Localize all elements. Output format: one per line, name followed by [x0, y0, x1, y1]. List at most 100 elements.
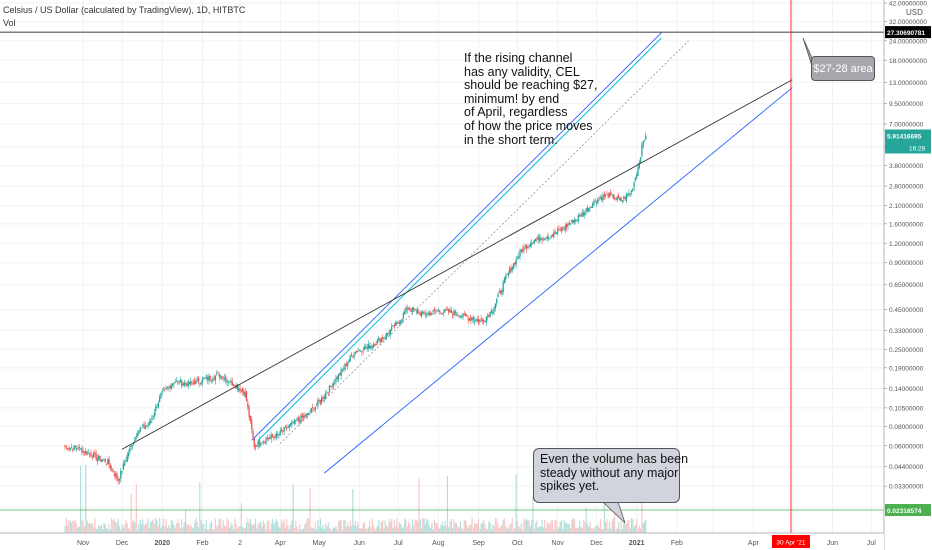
volume-bar: [164, 526, 166, 533]
candle-body: [426, 314, 428, 316]
candle-body: [367, 344, 370, 349]
volume-bar: [462, 528, 464, 533]
candle-body: [190, 381, 192, 385]
volume-bar: [192, 528, 194, 533]
candle-body: [148, 421, 150, 426]
volume-bar: [533, 528, 535, 533]
volume-bar: [208, 528, 210, 533]
volume-bar: [340, 520, 342, 533]
target-callout[interactable]: $27-28 area: [811, 56, 875, 81]
volume-bar: [83, 526, 86, 533]
candle-body: [319, 399, 322, 403]
volume-bar: [264, 523, 266, 533]
candle-body: [506, 274, 508, 275]
candle-body: [297, 417, 300, 421]
candle-body: [378, 338, 380, 341]
volume-bar: [497, 524, 499, 533]
candle-body: [235, 385, 237, 389]
price-tick-label: 1.60000000: [889, 221, 924, 228]
volume-bar: [73, 521, 75, 533]
candle-body: [448, 308, 450, 313]
last-price-badge-bg: [885, 129, 931, 142]
candle-body: [101, 459, 104, 462]
candle-body: [348, 360, 350, 363]
volume-bar: [590, 527, 592, 533]
candle-body: [510, 267, 512, 272]
volume-bar: [242, 526, 244, 533]
volume-bar: [499, 526, 502, 533]
candle-body: [397, 322, 399, 324]
volume-bar: [523, 518, 525, 533]
candle-body: [302, 416, 305, 418]
candle-body: [315, 404, 318, 406]
volume-bar: [236, 528, 239, 533]
volume-bar: [502, 520, 504, 533]
volume-bar: [385, 525, 388, 533]
candle-body: [108, 459, 110, 465]
candle-body: [566, 223, 568, 228]
candle-body: [187, 380, 189, 387]
volume-bar: [148, 527, 150, 533]
volume-bar: [496, 519, 498, 533]
candle-body: [330, 386, 332, 387]
candle-body: [318, 399, 320, 401]
candle-body: [81, 448, 83, 453]
candle-body: [639, 157, 642, 163]
candle-body: [328, 385, 331, 393]
candle-body: [479, 319, 481, 323]
candle-body: [197, 377, 200, 383]
volume-bar: [429, 527, 432, 533]
candle-body: [374, 344, 376, 346]
candle-body: [251, 419, 253, 430]
candle-body: [114, 474, 117, 477]
candle-body: [550, 236, 552, 238]
candle-body: [120, 470, 122, 479]
candle-body: [521, 249, 524, 252]
candle-body: [324, 393, 327, 399]
volume-bar: [470, 523, 472, 533]
candle-body: [292, 422, 294, 423]
volume-bar: [639, 528, 642, 533]
candle-body: [405, 307, 407, 313]
volume-callout[interactable]: Even the volume has been steady without …: [533, 448, 688, 503]
candle-body: [350, 353, 353, 356]
volume-bar: [435, 522, 437, 533]
candle-body: [232, 383, 235, 386]
candle-body: [79, 448, 82, 450]
volume-bar: [187, 524, 189, 533]
candle-body: [537, 235, 539, 240]
candle-body: [99, 455, 101, 461]
candle-body: [436, 310, 438, 312]
time-tick-label: Jun: [827, 540, 838, 547]
volume-bar: [195, 518, 197, 533]
candle-body: [381, 337, 384, 340]
volume-bar: [104, 524, 106, 533]
candle-body: [440, 312, 442, 314]
volume-bar: [522, 529, 524, 533]
overlay-lines: [0, 0, 884, 533]
volume-bar: [146, 523, 148, 533]
volume-bar: [615, 529, 617, 533]
volume-bar: [353, 524, 355, 533]
volume-bar: [356, 525, 358, 533]
volume-bar: [409, 524, 411, 533]
candle-body: [431, 313, 433, 316]
volume-bar: [352, 488, 354, 533]
candle-body: [536, 238, 538, 240]
volume-bar: [274, 521, 276, 533]
volume-bar: [289, 525, 292, 533]
candle-body: [100, 459, 102, 462]
time-tick-label: 2020: [154, 540, 170, 547]
candle-body: [271, 434, 274, 437]
volume-bar: [78, 526, 80, 533]
candle-body: [432, 310, 434, 312]
volume-bar: [172, 520, 174, 533]
volume-bar: [625, 524, 627, 533]
volume-bar: [152, 519, 154, 533]
volume-bar: [306, 518, 309, 533]
candle-body: [404, 311, 406, 315]
volume-bar: [466, 524, 468, 533]
candle-body: [349, 355, 351, 362]
volume-bar: [489, 522, 491, 533]
